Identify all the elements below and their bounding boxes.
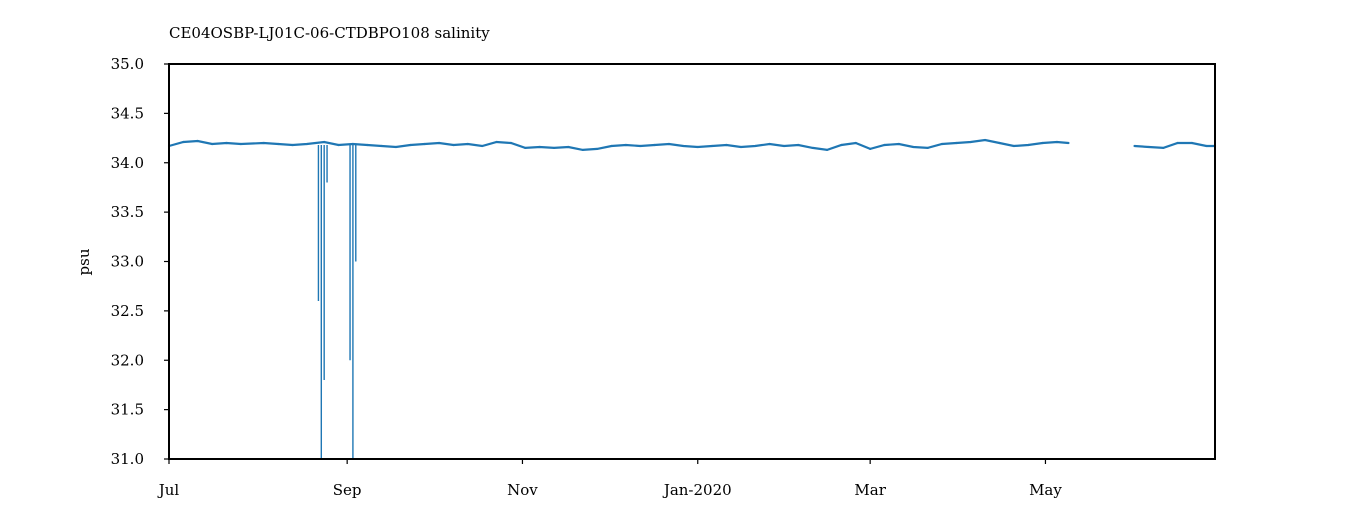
data-point [337, 143, 340, 147]
data-point [1133, 144, 1136, 148]
data-point [182, 140, 185, 144]
x-tick-label: May [1029, 481, 1062, 499]
x-axis: Jul Sep Nov Jan-2020 Mar May [157, 459, 1062, 499]
data-point [984, 138, 987, 142]
data-point [366, 143, 369, 147]
data-point [225, 141, 228, 145]
data-point [883, 143, 886, 147]
data-point [682, 144, 685, 148]
data-point [438, 141, 441, 145]
data-point [323, 140, 326, 144]
data-point [495, 140, 498, 144]
data-point [840, 143, 843, 147]
data-point [624, 143, 628, 147]
data-point [926, 146, 929, 150]
data-point [897, 142, 901, 146]
data-point [725, 143, 728, 147]
data-point [1041, 141, 1044, 145]
data-point [1205, 144, 1208, 148]
y-tick-label: 33.0 [111, 253, 144, 271]
data-point [711, 144, 714, 148]
y-tick-label: 34.5 [111, 104, 144, 122]
data-point [239, 142, 242, 146]
data-point [1027, 143, 1030, 147]
data-point [610, 144, 613, 148]
data-point [211, 142, 214, 146]
y-tick-label: 34.0 [111, 154, 144, 172]
data-point [291, 143, 294, 147]
data-point [351, 142, 355, 146]
y-axis: 31.0 31.5 32.0 32.5 33.0 33.5 34.0 34.5 35.0 [111, 55, 169, 468]
data-point [1190, 141, 1194, 145]
data-point [552, 146, 556, 150]
data-point [797, 143, 800, 147]
data-point [1176, 141, 1179, 145]
data-point [409, 143, 412, 147]
x-tick-label: Jul [157, 481, 180, 499]
plot-frame [168, 63, 1216, 460]
data-point [423, 142, 426, 146]
plot-area [167, 138, 1217, 459]
data-point [581, 148, 584, 152]
data-point [955, 141, 958, 145]
salinity-series-line [168, 138, 1069, 152]
data-point [380, 144, 383, 148]
data-point [481, 144, 484, 148]
y-tick-label: 32.5 [111, 302, 144, 320]
y-tick-label: 32.0 [111, 351, 144, 369]
data-point [969, 140, 972, 144]
data-point [1012, 144, 1015, 148]
data-point [869, 147, 872, 151]
x-tick-label: Jan-2020 [662, 481, 732, 499]
data-point [538, 145, 541, 149]
data-point [1055, 140, 1059, 144]
data-point [509, 141, 513, 145]
data-point [452, 143, 455, 147]
data-point [825, 148, 829, 152]
data-point [524, 146, 527, 150]
data-point [596, 147, 599, 151]
data-point [782, 144, 786, 148]
y-tick-label: 31.5 [111, 401, 144, 419]
data-point [653, 143, 656, 147]
x-tick-label: Nov [507, 481, 538, 499]
data-point [1147, 145, 1151, 149]
salinity-series-line [1134, 141, 1215, 150]
data-point [639, 144, 642, 148]
x-tick-label: Mar [854, 481, 886, 499]
y-tick-label: 31.0 [111, 450, 144, 468]
data-point [696, 145, 699, 149]
data-point [667, 142, 671, 146]
x-tick-label: Sep [333, 481, 362, 499]
data-point [196, 139, 199, 143]
data-point [998, 141, 1001, 145]
data-point [1067, 141, 1070, 145]
data-point [940, 142, 944, 146]
y-tick-label: 35.0 [111, 55, 144, 73]
y-tick-label: 33.5 [111, 203, 144, 221]
data-point [394, 145, 398, 149]
data-point [811, 146, 814, 150]
data-point [466, 142, 469, 146]
data-point [305, 142, 309, 146]
data-point [277, 142, 280, 146]
data-point [854, 141, 857, 145]
data-point [1162, 146, 1165, 150]
data-point [739, 145, 742, 149]
data-point [567, 145, 570, 149]
data-point [754, 144, 757, 148]
data-point [768, 142, 771, 146]
chart-title: CE04OSBP-LJ01C-06-CTDBPO108 salinity [169, 24, 490, 42]
data-point [912, 145, 915, 149]
data-point [262, 141, 265, 145]
y-axis-label: psu [75, 248, 93, 275]
